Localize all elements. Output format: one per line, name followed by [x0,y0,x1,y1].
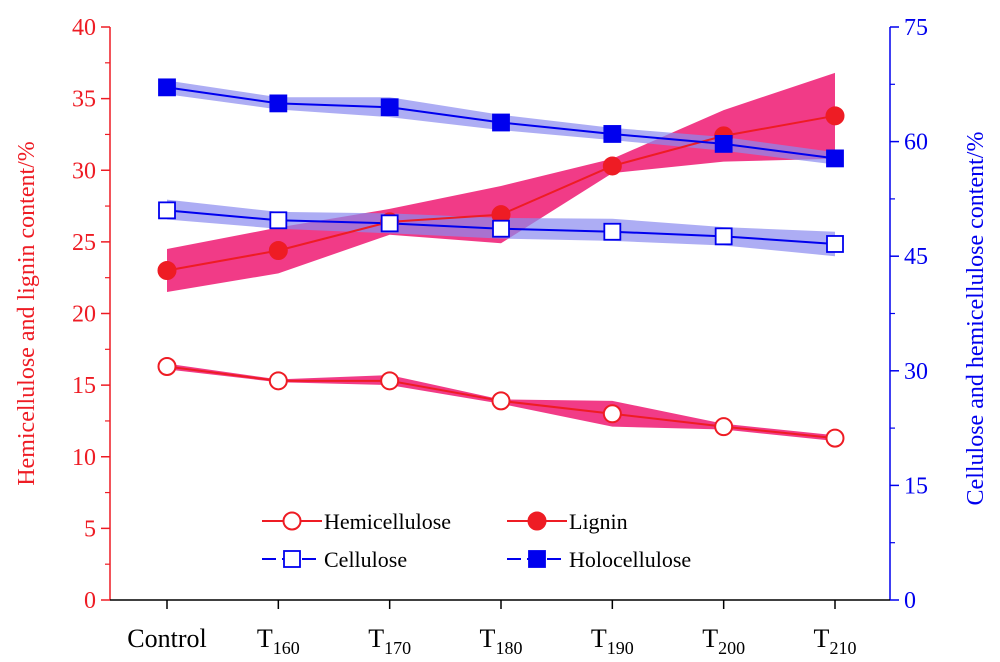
legend-label-cellulose: Cellulose [324,547,407,572]
axes: 0 5 10 15 20 25 30 35 40 0 15 30 45 60 75 Control T160 T1… [72,15,928,658]
point-holocellulose [269,94,288,113]
x-tick-label: T200 [702,624,745,658]
axis-labels: Hemicellulose and lignin content/% Cellul… [14,132,989,506]
right-tick-label: 15 [904,473,928,499]
point-cellulose [492,219,510,238]
right-tick-label: 0 [904,588,916,614]
point-lignin [268,240,288,260]
point-hemicellulose [491,391,511,411]
left-tick-label: 35 [72,87,96,113]
point-hemicellulose [380,371,400,391]
legend-label-holocellulose: Holocellulose [569,547,691,572]
x-tick-label: T170 [368,624,411,658]
x-tick-label: Control [127,624,206,653]
left-tick-label: 25 [72,230,96,256]
point-holocellulose [714,134,733,153]
legend-label-hemicellulose: Hemicellulose [324,509,451,534]
x-tick-label: T160 [257,624,300,658]
legend-marker-holocellulose [528,550,546,568]
left-tick-label: 20 [72,302,96,328]
left-tick-label: 10 [72,445,96,471]
right-tick-label: 45 [904,244,928,270]
point-cellulose [603,222,622,241]
point-hemicellulose [825,428,845,448]
point-cellulose [826,235,844,253]
x-tick-label: T210 [814,624,857,658]
point-lignin [825,106,845,126]
point-hemicellulose [602,404,622,424]
right-tick-label: 75 [904,15,928,41]
legend: Hemicellulose Lignin Cellulose Holocellulos… [262,509,691,572]
point-lignin [157,261,177,281]
right-axis-title: Cellulose and hemicellulose content/% [963,132,989,506]
left-tick-label: 15 [72,373,96,399]
point-holocellulose [492,113,510,132]
point-holocellulose [158,78,176,97]
point-holocellulose [380,98,399,117]
left-tick-label: 0 [84,588,96,614]
left-tick-label: 5 [84,516,96,542]
x-tick-label: T190 [591,624,634,658]
legend-label-lignin: Lignin [569,509,628,534]
point-cellulose [158,201,176,220]
legend-marker-cellulose [283,550,301,568]
point-holocellulose [826,149,844,168]
point-cellulose [380,214,399,233]
legend-marker-lignin [527,511,547,531]
point-cellulose [714,227,733,246]
point-hemicellulose [157,357,177,377]
left-tick-label: 40 [72,15,96,41]
left-tick-label: 30 [72,158,96,184]
point-hemicellulose [714,417,734,437]
series-markers [157,78,845,448]
point-holocellulose [603,125,622,143]
right-tick-label: 60 [904,130,928,156]
point-cellulose [269,211,288,230]
legend-marker-hemicellulose [282,511,302,531]
right-tick-label: 30 [904,359,928,385]
band-lignin [167,72,835,293]
point-lignin [602,156,622,176]
point-hemicellulose [268,371,288,391]
x-tick-label: T180 [480,624,523,658]
left-axis-title: Hemicellulose and lignin content/% [14,141,40,486]
